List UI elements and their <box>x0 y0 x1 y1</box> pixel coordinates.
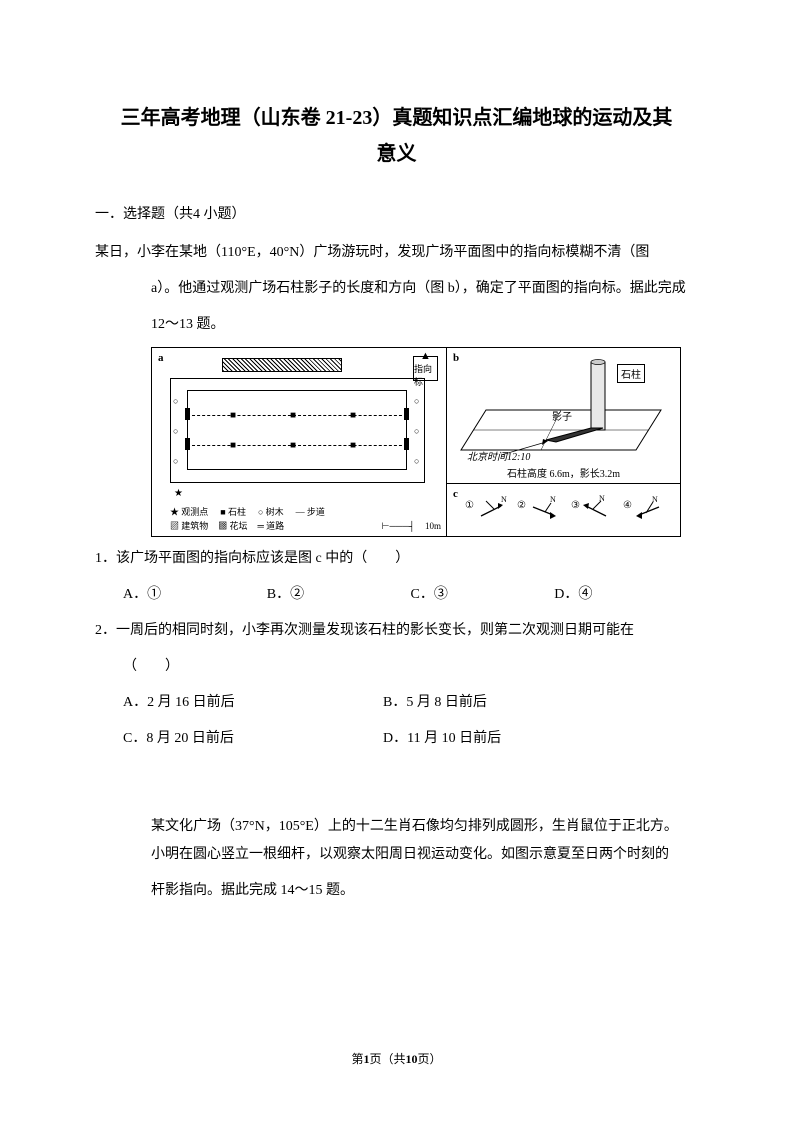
stone5: ■ <box>290 440 296 451</box>
leg-star: ★ 观测点 <box>170 506 208 520</box>
svg-text:N: N <box>599 494 605 503</box>
stone2: ■ <box>290 410 296 421</box>
flower-l2 <box>185 438 190 450</box>
section-header: 一．选择题（共4 小题） <box>95 202 698 227</box>
tree-l3: ○ <box>173 456 178 466</box>
leg-square: ■ 石柱 <box>220 506 246 520</box>
figure-b: b 石柱 影子 北京时间12:10 石柱高度 6.6m，影长3.2m <box>447 348 680 484</box>
leg-tree: ○ 树木 <box>258 506 284 520</box>
legend: ★ 观测点 ■ 石柱 ○ 树木 –– 步道 ▨ 建筑物 ▩ 花坛 ═ 道路 ⊢─… <box>170 506 441 533</box>
compass-4: ④ <box>623 500 632 511</box>
q2-text-line2: （ ） <box>95 653 698 681</box>
compass-1: ① <box>465 500 474 511</box>
tree-r3: ○ <box>414 456 419 466</box>
stone3: ■ <box>350 410 356 421</box>
stone6: ■ <box>350 440 356 451</box>
svg-text:N: N <box>550 495 556 504</box>
tree-r2: ○ <box>414 426 419 436</box>
q3-intro-line1: 某文化广场（37°N，105°E）上的十二生肖石像均匀排列成圆形，生肖鼠位于正北… <box>95 813 698 841</box>
intro-line3: 12～13 题。 <box>95 311 698 339</box>
figure-a: a ▲ 指向标 ■ ■ ■ ■ ■ ■ ○ ○ ○ ○ ○ ○ ★ <box>152 348 447 536</box>
page-footer: 第1页（共10页） <box>0 1050 793 1067</box>
flower-r1 <box>404 408 409 420</box>
leg-road: ═ 道路 <box>258 520 285 534</box>
q1-optA: A．① <box>123 581 267 609</box>
q2-text-line1: 2．一周后的相同时刻，小李再次测量发现该石柱的影长变长，则第二次观测日期可能在 <box>95 617 698 645</box>
compass-arrows: N N N N <box>451 486 676 534</box>
tree-r1: ○ <box>414 396 419 406</box>
leg-building: ▨ 建筑物 <box>170 520 208 534</box>
q2-optA: A．2 月 16 日前后 <box>123 689 383 717</box>
stone-column-label: 石柱 <box>617 364 645 383</box>
footer-prefix: 第 <box>351 1052 363 1066</box>
svg-text:N: N <box>652 495 658 504</box>
compass-2: ② <box>517 500 526 511</box>
fig-a-label: a <box>158 352 164 364</box>
title-line2: 意义 <box>95 136 698 172</box>
figure-right: b 石柱 影子 北京时间12:10 石柱高度 6.6m，影长3.2m c <box>447 348 680 536</box>
plaza-inner <box>187 390 407 470</box>
leg-scale: 10m <box>425 520 441 534</box>
q2-options-row1: A．2 月 16 日前后 B．5 月 8 日前后 <box>95 689 698 717</box>
q3-intro-line3: 杆影指向。据此完成 14～15 题。 <box>95 877 698 905</box>
flower-r2 <box>404 438 409 450</box>
time-label: 北京时间12:10 <box>467 448 530 463</box>
flower-l1 <box>185 408 190 420</box>
q2-optD: D．11 月 10 日前后 <box>383 725 643 753</box>
intro-line1: 某日，小李在某地（110°E，40°N）广场游玩时，发现广场平面图中的指向标模糊… <box>95 239 698 267</box>
svg-text:N: N <box>501 495 507 504</box>
dash-h1 <box>187 415 407 416</box>
tree-l1: ○ <box>173 396 178 406</box>
stone4: ■ <box>230 440 236 451</box>
q1-options: A．① B．② C．③ D．④ <box>95 581 698 609</box>
figure-c: c N N N <box>447 484 680 536</box>
tree-l2: ○ <box>173 426 178 436</box>
q1-optC: C．③ <box>411 581 555 609</box>
q2-optC: C．8 月 20 日前后 <box>123 725 383 753</box>
obs-star: ★ <box>174 488 183 499</box>
height-label: 石柱高度 6.6m，影长3.2m <box>507 465 620 480</box>
stone1: ■ <box>230 410 236 421</box>
q1-text: 1．该广场平面图的指向标应该是图 c 中的（ ） <box>95 545 698 573</box>
shadow-label: 影子 <box>552 408 572 423</box>
footer-total: 10 <box>406 1052 418 1066</box>
dash-h2 <box>187 445 407 446</box>
document-title: 三年高考地理（山东卷 21-23）真题知识点汇编地球的运动及其 意义 <box>95 100 698 172</box>
building-top <box>222 358 342 372</box>
footer-suffix: 页） <box>418 1052 442 1066</box>
title-line1: 三年高考地理（山东卷 21-23）真题知识点汇编地球的运动及其 <box>95 100 698 136</box>
q1-optB: B．② <box>267 581 411 609</box>
compass-3: ③ <box>571 500 580 511</box>
q3-intro-line2: 小明在圆心竖立一根细杆，以观察太阳周日视运动变化。如图示意夏至日两个时刻的 <box>95 841 698 869</box>
figure-container: a ▲ 指向标 ■ ■ ■ ■ ■ ■ ○ ○ ○ ○ ○ ○ ★ <box>151 347 681 537</box>
leg-flower: ▩ 花坛 <box>218 520 247 534</box>
q1-optD: D．④ <box>554 581 698 609</box>
q2-options-row2: C．8 月 20 日前后 D．11 月 10 日前后 <box>95 725 698 753</box>
q2-optB: B．5 月 8 日前后 <box>383 689 643 717</box>
leg-path: –– 步道 <box>296 506 325 520</box>
intro-line2: a）。他通过观测广场石柱影子的长度和方向（图 b），确定了平面图的指向标。据此完… <box>95 275 698 303</box>
footer-middle: 页（共 <box>369 1052 405 1066</box>
